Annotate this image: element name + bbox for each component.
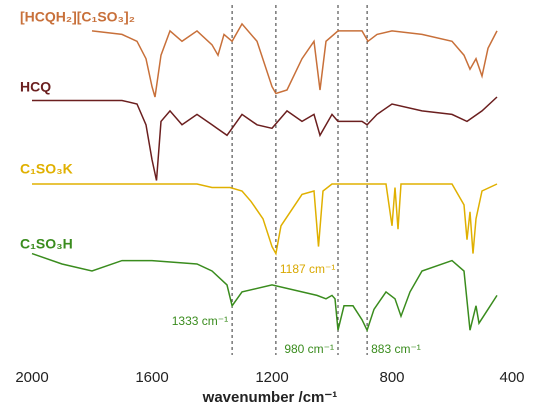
annotation-label: 1187 cm⁻¹ <box>280 262 335 276</box>
series-label: HCQ <box>20 79 51 95</box>
x-axis-label: wavenumber /cm⁻¹ <box>202 389 338 406</box>
annotation-label: 1333 cm⁻¹ <box>172 314 228 328</box>
spectrum-line <box>32 96 498 181</box>
annotation-label: 883 cm⁻¹ <box>371 342 421 356</box>
spectrum-line <box>91 22 498 98</box>
spectrum-line <box>32 183 498 256</box>
x-tick-label: 800 <box>379 369 404 386</box>
x-tick-label: 1600 <box>135 369 168 386</box>
series-label: C₁SO₃H <box>20 236 73 252</box>
annotation-label: 980 cm⁻¹ <box>284 342 334 356</box>
spectrum-line <box>31 252 498 333</box>
series-label: [HCQH₂][C₁SO₃]₂ <box>20 9 135 25</box>
series-label: C₁SO₃K <box>20 161 73 177</box>
x-tick-label: 2000 <box>15 369 48 386</box>
x-tick-label: 1200 <box>255 369 288 386</box>
x-tick-label: 400 <box>499 369 524 386</box>
